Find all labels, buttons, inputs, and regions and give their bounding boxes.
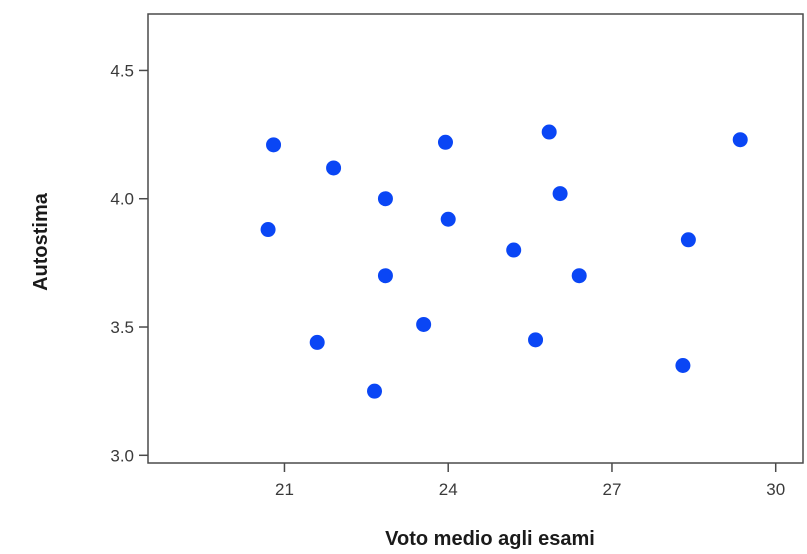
data-point: [680, 232, 696, 248]
data-point: [377, 191, 393, 207]
data-point: [326, 160, 342, 176]
x-axis-title: Voto medio agli esami: [385, 528, 595, 550]
data-point: [506, 242, 522, 258]
data-point: [541, 124, 557, 140]
data-point: [675, 358, 691, 374]
y-axis-title: Autostima: [30, 192, 52, 291]
data-point: [440, 211, 456, 227]
data-point: [260, 222, 276, 238]
data-point: [571, 268, 587, 284]
y-tick-label: 4.0: [110, 190, 134, 209]
x-tick-label: 27: [602, 480, 621, 499]
data-point: [377, 268, 393, 284]
data-point: [367, 383, 383, 399]
y-tick-label: 4.5: [110, 61, 134, 80]
data-point: [266, 137, 282, 153]
data-point: [732, 132, 748, 148]
axis-ticks: 3.0 3.5 4.0 4.5 21 24 27 30: [110, 61, 785, 499]
x-tick-label: 30: [766, 480, 785, 499]
y-tick-label: 3.0: [110, 446, 134, 465]
data-point: [416, 316, 432, 332]
data-point: [437, 134, 453, 150]
plot-frame: [147, 13, 804, 464]
data-point: [309, 334, 325, 350]
data-point: [552, 186, 568, 202]
data-points: [260, 124, 748, 399]
x-tick-label: 24: [439, 480, 458, 499]
y-tick-label: 3.5: [110, 318, 134, 337]
x-tick-label: 21: [275, 480, 294, 499]
data-point: [528, 332, 544, 348]
